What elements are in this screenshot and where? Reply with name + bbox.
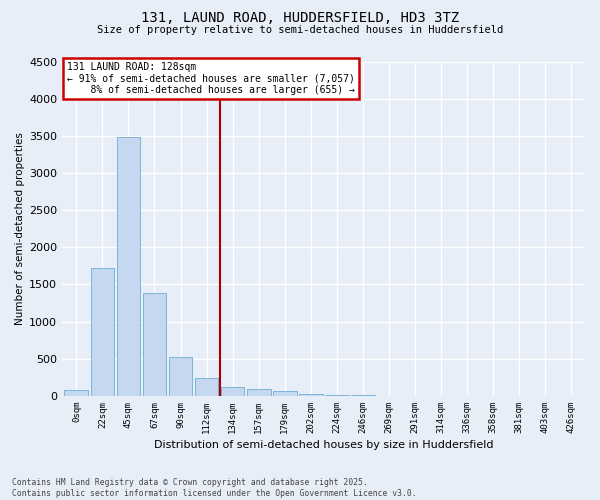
Bar bbox=[91, 268, 115, 396]
Text: Size of property relative to semi-detached houses in Huddersfield: Size of property relative to semi-detach… bbox=[97, 25, 503, 35]
Bar bbox=[325, 395, 349, 396]
X-axis label: Distribution of semi-detached houses by size in Huddersfield: Distribution of semi-detached houses by … bbox=[154, 440, 493, 450]
Bar bbox=[221, 387, 244, 396]
Text: 131 LAUND ROAD: 128sqm
← 91% of semi-detached houses are smaller (7,057)
    8% : 131 LAUND ROAD: 128sqm ← 91% of semi-det… bbox=[67, 62, 355, 94]
Bar bbox=[299, 394, 323, 396]
Bar bbox=[194, 378, 218, 396]
Bar bbox=[169, 356, 193, 396]
Bar bbox=[64, 390, 88, 396]
Text: Contains HM Land Registry data © Crown copyright and database right 2025.
Contai: Contains HM Land Registry data © Crown c… bbox=[12, 478, 416, 498]
Y-axis label: Number of semi-detached properties: Number of semi-detached properties bbox=[15, 132, 25, 325]
Bar bbox=[350, 395, 374, 396]
Bar bbox=[143, 294, 166, 396]
Bar bbox=[272, 392, 296, 396]
Text: 131, LAUND ROAD, HUDDERSFIELD, HD3 3TZ: 131, LAUND ROAD, HUDDERSFIELD, HD3 3TZ bbox=[141, 11, 459, 25]
Bar bbox=[247, 390, 271, 396]
Bar bbox=[116, 136, 140, 396]
